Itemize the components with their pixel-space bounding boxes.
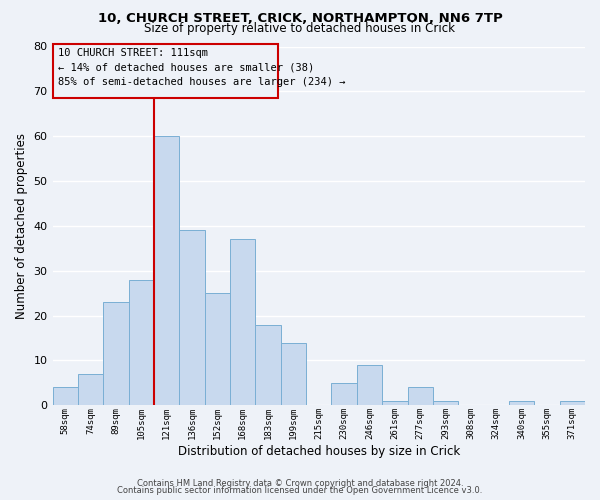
Bar <box>357 365 382 406</box>
X-axis label: Distribution of detached houses by size in Crick: Distribution of detached houses by size … <box>178 444 460 458</box>
Bar <box>53 388 78 406</box>
FancyBboxPatch shape <box>53 44 278 98</box>
Text: 10 CHURCH STREET: 111sqm
← 14% of detached houses are smaller (38)
85% of semi-d: 10 CHURCH STREET: 111sqm ← 14% of detach… <box>58 48 346 88</box>
Bar <box>230 240 256 406</box>
Bar <box>78 374 103 406</box>
Bar <box>256 324 281 406</box>
Bar <box>179 230 205 406</box>
Text: Size of property relative to detached houses in Crick: Size of property relative to detached ho… <box>145 22 455 35</box>
Bar <box>382 401 407 406</box>
Bar <box>560 401 585 406</box>
Bar <box>103 302 128 406</box>
Bar <box>509 401 534 406</box>
Bar <box>331 383 357 406</box>
Y-axis label: Number of detached properties: Number of detached properties <box>15 133 28 319</box>
Bar <box>407 388 433 406</box>
Bar <box>128 280 154 406</box>
Bar <box>154 136 179 406</box>
Text: Contains HM Land Registry data © Crown copyright and database right 2024.: Contains HM Land Registry data © Crown c… <box>137 478 463 488</box>
Text: Contains public sector information licensed under the Open Government Licence v3: Contains public sector information licen… <box>118 486 482 495</box>
Bar <box>281 342 306 406</box>
Text: 10, CHURCH STREET, CRICK, NORTHAMPTON, NN6 7TP: 10, CHURCH STREET, CRICK, NORTHAMPTON, N… <box>98 12 502 26</box>
Bar <box>433 401 458 406</box>
Bar <box>205 293 230 406</box>
